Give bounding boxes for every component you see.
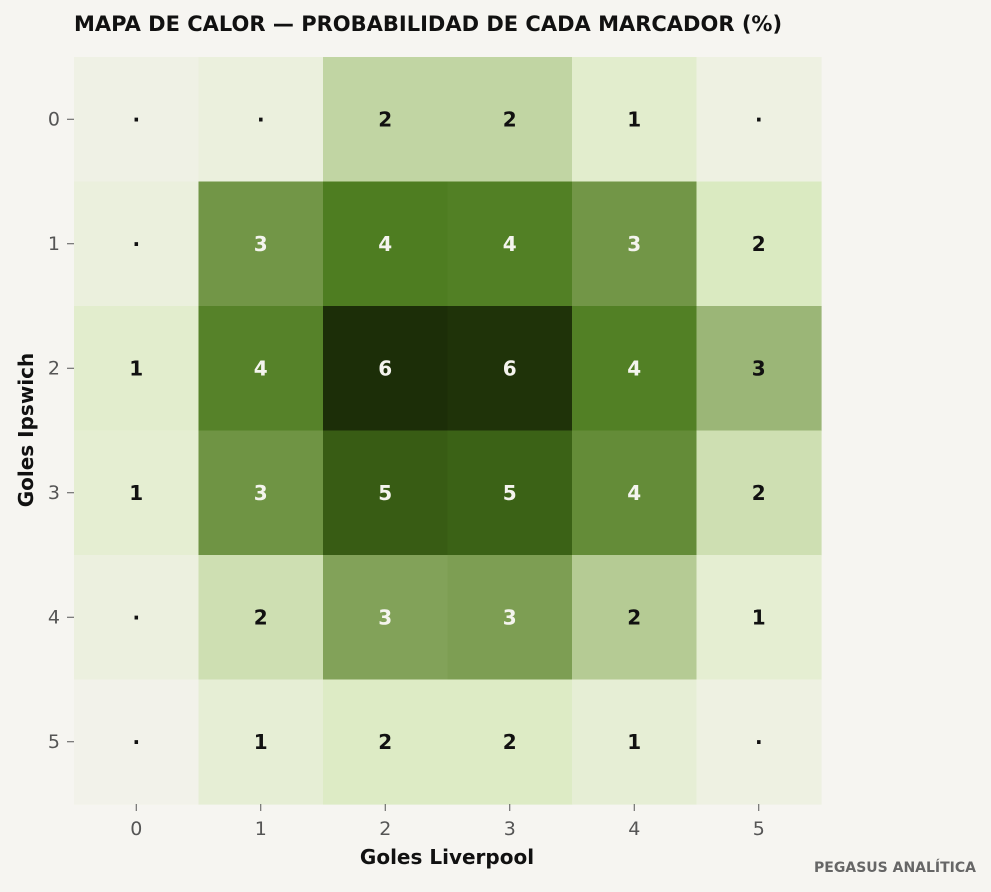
heatmap-cell-label: 3	[752, 356, 766, 380]
heatmap-cell-label: ·	[132, 730, 140, 754]
heatmap-cell	[323, 57, 449, 183]
heatmap-cell-label: 3	[503, 605, 517, 629]
heatmap-cell-labels: · · 2 2 1 · · 3 4 4 3 2 1 4 6 6 4 3 1 3 5 5 4 2 · 2 3 3 2 1 · 1 2 2 1 ·	[129, 107, 765, 754]
heatmap-cell-label: 2	[752, 481, 766, 505]
heatmap-cell-label: 4	[254, 356, 268, 380]
heatmap-cell	[198, 57, 324, 183]
heatmap-cell-label: 3	[378, 605, 392, 629]
heatmap-cell	[572, 679, 698, 805]
x-tick-label: 4	[628, 818, 640, 840]
heatmap-cell	[198, 306, 324, 432]
heatmap-cell-label: 5	[503, 481, 517, 505]
heatmap-cell-label: 4	[378, 232, 392, 256]
heatmap-cell	[572, 181, 698, 307]
heatmap-cell	[696, 181, 822, 307]
heatmap-cell-label: ·	[755, 730, 763, 754]
heatmap-cell-label: 2	[254, 605, 268, 629]
heatmap-cell-label: ·	[132, 232, 140, 256]
y-tick-label: 1	[48, 233, 60, 255]
heatmap-cell	[696, 306, 822, 432]
x-tick-label: 3	[504, 818, 516, 840]
heatmap-cell	[447, 430, 573, 556]
x-tick-label: 5	[753, 818, 765, 840]
heatmap-cell	[323, 430, 449, 556]
heatmap-cell	[323, 679, 449, 805]
heatmap-cell	[74, 57, 200, 183]
heatmap-cell	[447, 679, 573, 805]
watermark: PEGASUS ANALÍTICA	[814, 860, 976, 876]
heatmap-cell-label: 4	[627, 356, 641, 380]
heatmap-cell-label: 2	[503, 730, 517, 754]
x-axis-label: Goles Liverpool	[359, 845, 535, 869]
heatmap-cell	[696, 679, 822, 805]
heatmap-cell-label: 4	[503, 232, 517, 256]
heatmap-cell	[198, 430, 324, 556]
heatmap-cell	[572, 57, 698, 183]
y-tick-label: 4	[48, 606, 60, 628]
heatmap-cell	[696, 555, 822, 681]
y-tick-label: 3	[48, 482, 60, 504]
heatmap-cell	[74, 679, 200, 805]
heatmap-cell	[74, 430, 200, 556]
heatmap-cell-label: 5	[378, 481, 392, 505]
heatmap-cell-label: 2	[752, 232, 766, 256]
y-tick-label: 5	[48, 731, 60, 753]
heatmap-cell	[198, 181, 324, 307]
heatmap-cell	[323, 181, 449, 307]
heatmap-cell	[198, 679, 324, 805]
heatmap-cell-label: ·	[755, 107, 763, 131]
y-tick-label: 0	[48, 108, 60, 130]
heatmap-cell	[696, 430, 822, 556]
heatmap-cell	[447, 57, 573, 183]
heatmap-cell-label: 1	[129, 356, 143, 380]
heatmap-cell-label: 1	[627, 107, 641, 131]
heatmap-cell	[198, 555, 324, 681]
heatmap-cell-label: 6	[503, 356, 517, 380]
heatmap-cell-label: 4	[627, 481, 641, 505]
heatmap-cell	[74, 306, 200, 432]
heatmap-cell-label: 1	[627, 730, 641, 754]
heatmap-cell-label: 2	[378, 730, 392, 754]
heatmap-cell	[696, 57, 822, 183]
heatmap-cell	[447, 555, 573, 681]
heatmap-cell-label: 6	[378, 356, 392, 380]
x-axis-ticks: 0 1 2 3 4 5	[130, 804, 765, 840]
chart-title: MAPA DE CALOR — PROBABILIDAD DE CADA MAR…	[74, 12, 783, 36]
heatmap-cell-label: 3	[254, 481, 268, 505]
heatmap-cell	[447, 181, 573, 307]
heatmap-cells	[74, 57, 822, 805]
heatmap-cell-label: 1	[129, 481, 143, 505]
heatmap-cell-label: ·	[132, 107, 140, 131]
heatmap-cell	[447, 306, 573, 432]
y-tick-label: 2	[48, 357, 60, 379]
heatmap-cell-label: 2	[503, 107, 517, 131]
x-tick-label: 1	[255, 818, 267, 840]
heatmap-cell	[74, 181, 200, 307]
heatmap-cell	[323, 555, 449, 681]
heatmap-cell-label: 3	[627, 232, 641, 256]
y-axis-label: Goles Ipswich	[14, 352, 38, 508]
heatmap-cell-label: ·	[132, 605, 140, 629]
heatmap-cell-label: 1	[752, 605, 766, 629]
heatmap-cell	[323, 306, 449, 432]
heatmap-cell	[74, 555, 200, 681]
heatmap-cell	[572, 430, 698, 556]
x-tick-label: 0	[130, 818, 142, 840]
heatmap-cell-label: 1	[254, 730, 268, 754]
heatmap-cell-label: 2	[627, 605, 641, 629]
heatmap-cell	[572, 555, 698, 681]
heatmap-cell-label: 3	[254, 232, 268, 256]
y-axis-ticks: 0 1 2 3 4 5	[48, 108, 74, 753]
x-tick-label: 2	[379, 818, 391, 840]
heatmap-cell-label: 2	[378, 107, 392, 131]
heatmap-cell	[572, 306, 698, 432]
heatmap-cell-label: ·	[257, 107, 265, 131]
